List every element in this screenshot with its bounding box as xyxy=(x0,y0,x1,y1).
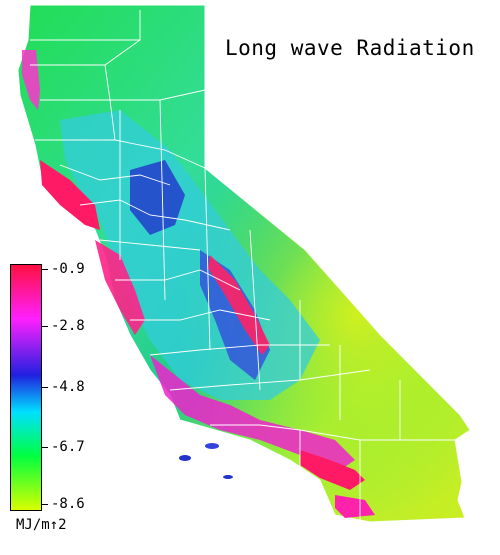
scale-tick xyxy=(41,447,48,448)
sierra-red-band xyxy=(208,255,270,355)
channel-island xyxy=(223,475,233,479)
socal-magenta-band xyxy=(335,495,375,518)
scale-label-max: -0.9 xyxy=(51,261,85,277)
socal-red-band xyxy=(300,450,365,490)
scale-label: -4.8 xyxy=(51,379,85,395)
south-coast-band xyxy=(150,355,355,470)
channel-island xyxy=(205,443,219,449)
scale-label: -2.8 xyxy=(51,318,85,334)
scale-tick xyxy=(41,387,48,388)
scale-label-min: -8.6 xyxy=(51,496,85,512)
bay-area-band xyxy=(40,160,100,230)
channel-island xyxy=(179,455,191,461)
units-label: MJ/m↑2 xyxy=(16,517,67,533)
county-lines xyxy=(30,10,460,520)
scale-tick xyxy=(41,269,48,270)
scale-tick xyxy=(41,504,48,505)
color-scale-bar xyxy=(10,264,42,511)
map-title: Long wave Radiation xyxy=(225,36,475,60)
scale-tick xyxy=(41,326,48,327)
valley-blue-band xyxy=(130,160,185,235)
central-coast-band xyxy=(95,240,145,335)
scale-label: -6.7 xyxy=(51,439,85,455)
